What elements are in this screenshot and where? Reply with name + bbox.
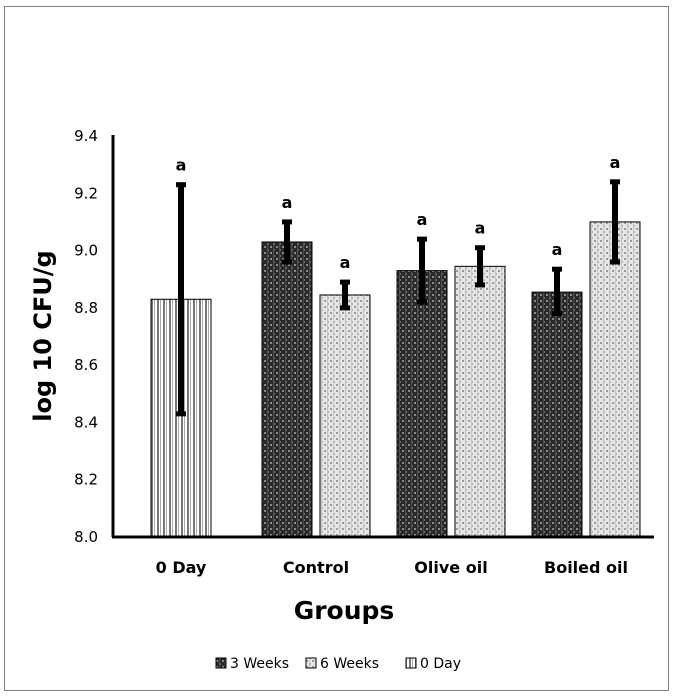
legend-swatch [405, 657, 417, 669]
legend: 3 Weeks 6 Weeks 0 Day [215, 656, 461, 672]
bar-6-weeks [319, 294, 371, 538]
significance-label: a [552, 240, 563, 259]
y-tick-label: 8.4 [74, 413, 98, 431]
y-axis-title: log 10 CFU/g [29, 250, 57, 421]
y-tick-label: 8.0 [74, 528, 98, 546]
significance-label: a [340, 253, 351, 272]
legend-label: 6 Weeks [320, 656, 379, 672]
x-tick-label: Boiled oil [544, 558, 628, 577]
x-axis-title: Groups [294, 596, 395, 625]
legend-swatch [305, 657, 317, 669]
bar-3-weeks [396, 270, 448, 538]
y-tick-label: 9.2 [74, 184, 98, 202]
bar-3-weeks [261, 241, 313, 538]
bar-6-weeks [589, 221, 641, 538]
significance-label: a [176, 156, 187, 175]
y-tick-label: 8.2 [74, 471, 98, 489]
y-tick-label: 9.4 [74, 127, 98, 145]
significance-label: a [282, 193, 293, 212]
legend-label: 0 Day [420, 656, 461, 672]
legend-swatch [215, 657, 227, 669]
y-tick-label: 8.8 [74, 299, 98, 317]
significance-label: a [417, 210, 428, 229]
x-tick-label: Olive oil [414, 558, 487, 577]
x-tick-label: 0 Day [156, 558, 207, 577]
significance-label: a [610, 153, 621, 172]
y-tick-label: 8.6 [74, 356, 98, 374]
significance-label: a [475, 219, 486, 238]
y-tick-label: 9.0 [74, 242, 98, 260]
legend-label: 3 Weeks [230, 656, 289, 672]
bar-3-weeks [531, 291, 583, 538]
x-tick-label: Control [283, 558, 349, 577]
bar-6-weeks [454, 265, 506, 538]
